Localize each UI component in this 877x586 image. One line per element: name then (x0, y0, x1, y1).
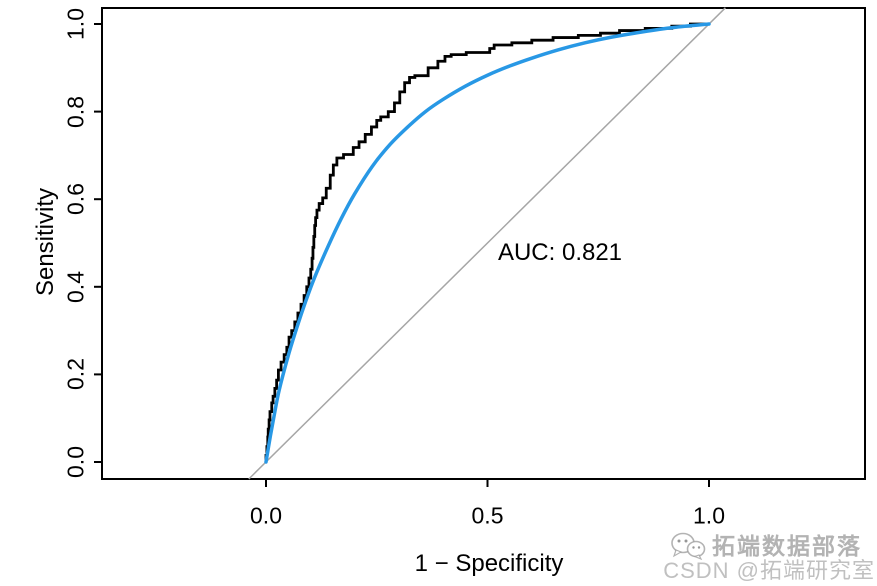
smooth-roc-curve (264, 22, 711, 464)
y-tick-label: 0.4 (62, 270, 89, 303)
y-tick-label: 1.0 (62, 8, 89, 40)
watermark-text-1: 拓端数据部落 (712, 533, 862, 559)
watermark-line-2: CSDN @拓端研究室 (663, 558, 875, 583)
empirical-roc-curve (264, 22, 709, 462)
y-tick-label: 0.0 (62, 446, 89, 478)
x-tick-label: 0.5 (471, 502, 504, 529)
y-tick-label: 0.8 (62, 95, 89, 128)
x-axis-title: 1 − Specificity (414, 550, 564, 577)
x-tick-label: 0.0 (250, 502, 282, 529)
chat-bubbles-icon (671, 532, 706, 561)
watermark-line-1: 拓端数据部落 (670, 527, 862, 561)
y-axis-title: Sensitivity (32, 187, 59, 297)
y-tick-label: 0.2 (62, 358, 89, 391)
y-tick-label: 0.6 (62, 183, 89, 216)
auc-annotation: AUC: 0.821 (497, 239, 623, 266)
x-tick-label: 1.0 (693, 502, 725, 529)
chance-diagonal-line (248, 7, 726, 480)
plot-box (101, 7, 866, 480)
